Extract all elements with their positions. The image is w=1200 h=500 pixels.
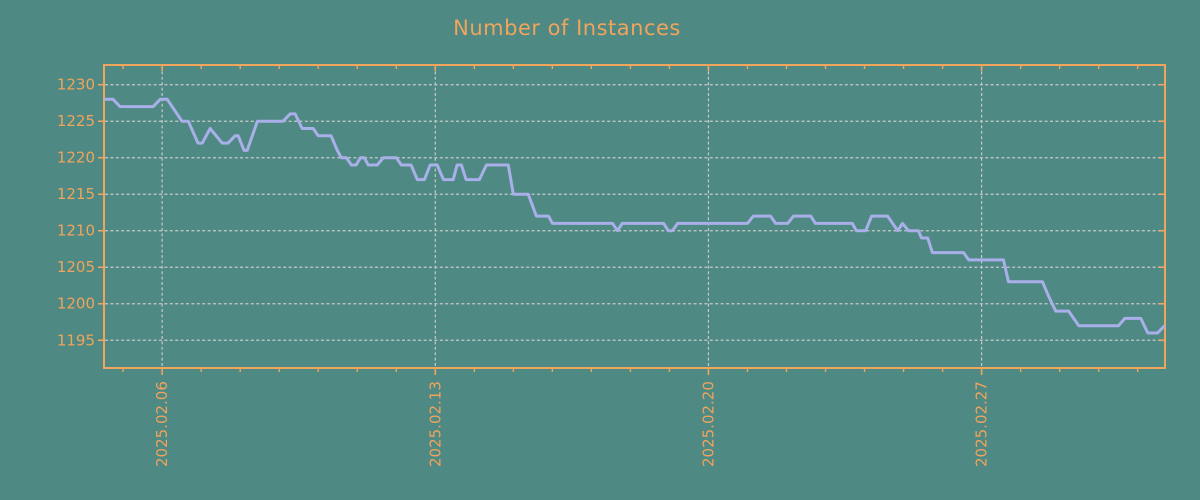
- plot-frame: [103, 64, 1166, 369]
- y-tick-label: 1230: [57, 76, 95, 94]
- y-tick-label: 1205: [57, 258, 95, 276]
- x-tick-label: 2025.02.27: [973, 381, 991, 467]
- y-tick-label: 1220: [57, 149, 95, 167]
- y-tick-label: 1195: [57, 331, 95, 349]
- y-tick-label: 1225: [57, 112, 95, 130]
- x-tick-label: 2025.02.06: [153, 381, 171, 467]
- series-line-instances: [104, 97, 1166, 335]
- x-tick-label: 2025.02.13: [426, 381, 444, 467]
- chart-title: Number of Instances: [453, 16, 681, 40]
- y-tick-label: 1210: [57, 222, 95, 240]
- y-tick-label: 1215: [57, 185, 95, 203]
- x-tick-label: 2025.02.20: [699, 381, 717, 467]
- y-tick-label: 1200: [57, 295, 95, 313]
